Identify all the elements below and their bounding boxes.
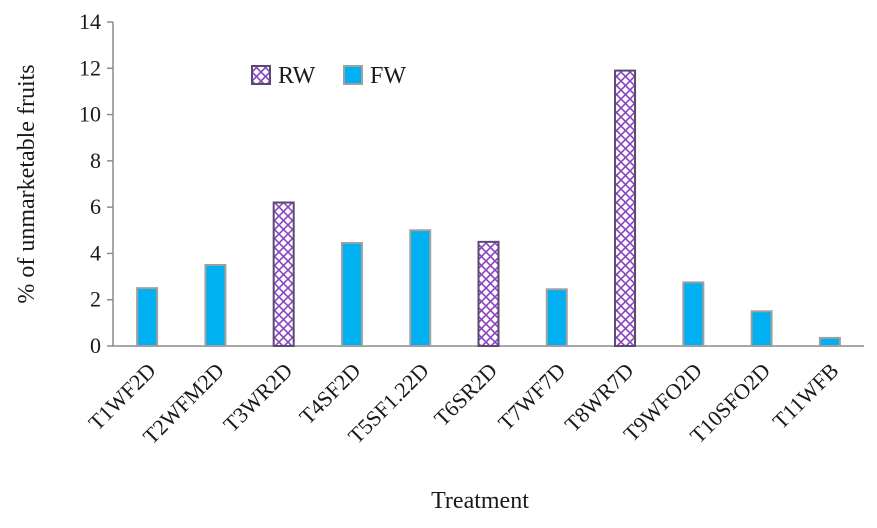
bar-fw-t4sf2d — [340, 242, 363, 347]
x-tick-label: T7WF7D — [493, 358, 570, 435]
y-tick-label: 6 — [90, 194, 101, 219]
bar-fw-t5sf1-22d — [409, 229, 432, 348]
legend-label-fw: FW — [370, 63, 406, 89]
y-tick-label: 0 — [90, 333, 101, 358]
x-tick-label: T3WR2D — [218, 358, 297, 437]
bar-rw-t6sr2d — [477, 240, 500, 348]
y-axis-ticks: 0 2 4 6 8 10 12 14 — [79, 9, 113, 358]
bar-fw-t2wfm2d — [204, 264, 227, 347]
y-tick-label: 4 — [90, 240, 101, 265]
y-tick-label: 12 — [79, 55, 101, 80]
y-tick-label: 8 — [90, 148, 101, 173]
bar-fw-t10sfo2d — [750, 310, 773, 347]
legend-label-rw: RW — [278, 63, 316, 89]
x-tick-label: T11WFB — [768, 358, 844, 434]
y-tick-label: 10 — [79, 102, 101, 127]
y-tick-label: 14 — [79, 9, 101, 34]
legend-swatch-rw — [251, 65, 271, 85]
legend: RW FW — [251, 63, 406, 89]
bar-fw-t9wfo2d — [682, 281, 705, 348]
x-axis-title: Treatment — [431, 488, 529, 514]
x-tick-label: T6SR2D — [429, 358, 502, 431]
y-axis-title: % of unmarketable fruits — [14, 64, 40, 303]
legend-swatch-fw — [343, 65, 363, 85]
bar-fw-t1wf2d — [136, 287, 159, 347]
bar-fw-t11wfb — [818, 336, 841, 347]
bar-rw-t3wr2d — [272, 201, 295, 347]
y-tick-label: 2 — [90, 287, 101, 312]
bar-rw-t8wr7d — [614, 69, 637, 347]
bar-fw-t7wf7d — [545, 288, 568, 347]
x-axis-labels: T1WF2DT2WFM2DT3WR2DT4SF2DT5SF1.22DT6SR2D… — [83, 358, 843, 449]
bars — [136, 69, 841, 348]
